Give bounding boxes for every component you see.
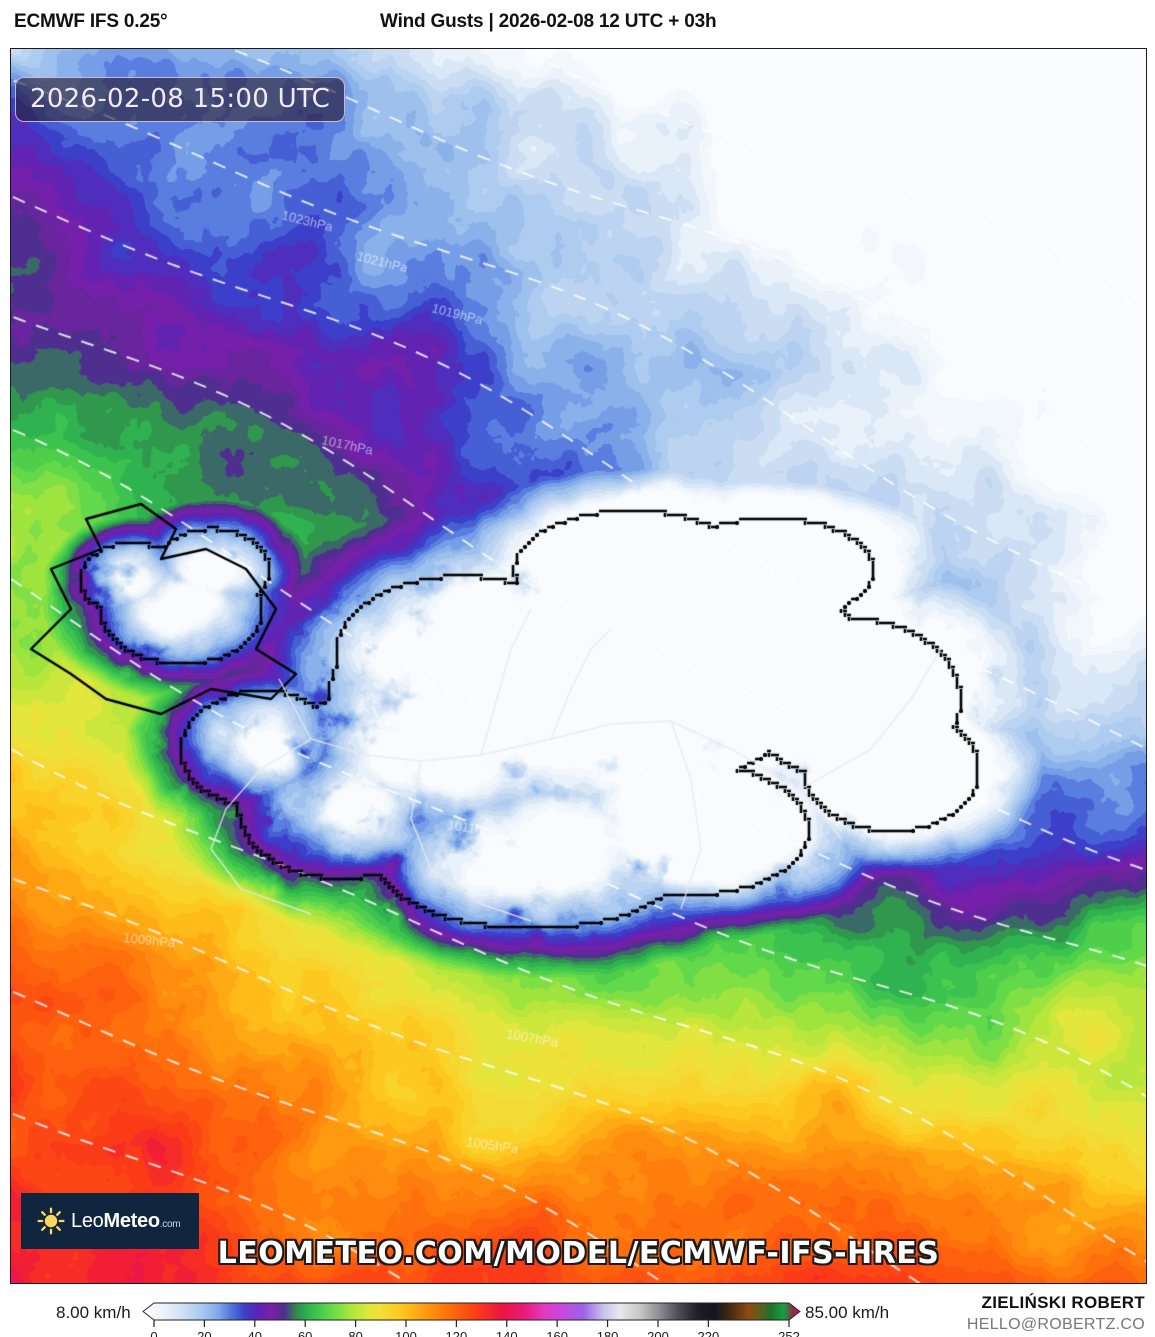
header-bar: ECMWF IFS 0.25° Wind Gusts | 2026-02-08 …: [0, 0, 1155, 46]
svg-text:0: 0: [150, 1329, 157, 1337]
logo-text-bold: Meteo: [103, 1209, 160, 1232]
svg-text:60: 60: [298, 1329, 312, 1337]
svg-text:80: 80: [348, 1329, 362, 1337]
colorbar-svg: 0 20 40 60 80 100 120 140 160 180 200 220 252: [142, 1302, 801, 1337]
colorbar-ticks: 0 20 40 60 80 100 120 140 160 180 200 220 252: [150, 1320, 800, 1337]
svg-text:160: 160: [546, 1329, 568, 1337]
colorbar-min-label: 8.00 km/h: [56, 1303, 131, 1322]
svg-text:120: 120: [446, 1329, 468, 1337]
colorbar: 8.00 km/h 85.00 km/h 0 20 40 60 80 100 120 140 1…: [0, 1290, 1155, 1337]
logo-text-suffix: .com: [159, 1218, 181, 1230]
svg-text:180: 180: [597, 1329, 619, 1337]
valid-time-badge: 2026-02-08 15:00 UTC: [15, 77, 346, 122]
svg-text:100: 100: [395, 1329, 417, 1337]
svg-text:200: 200: [647, 1329, 669, 1337]
author-name: ZIELIŃSKI ROBERT: [981, 1293, 1145, 1312]
svg-text:220: 220: [698, 1329, 720, 1337]
svg-text:252: 252: [778, 1329, 800, 1337]
wind-gust-raster: [11, 49, 1146, 1283]
svg-text:40: 40: [248, 1329, 262, 1337]
weather-map[interactable]: 2026-02-08 15:00 UTC LeoMeteo.com L: [10, 48, 1147, 1284]
sun-icon: [37, 1207, 65, 1235]
parameter-title: Wind Gusts | 2026-02-08 12 UTC + 03h: [380, 11, 717, 32]
logo-text-light: Leo: [71, 1209, 104, 1232]
site-url-watermark: LEOMETEO.COM/MODEL/ECMWF-IFS-HRES: [217, 1236, 940, 1271]
logo-text: LeoMeteo.com: [71, 1209, 181, 1233]
colorbar-max-label: 85.00 km/h: [805, 1303, 890, 1322]
svg-text:140: 140: [496, 1329, 518, 1337]
model-label: ECMWF IFS 0.25°: [14, 11, 168, 32]
leometeo-logo[interactable]: LeoMeteo.com: [21, 1193, 199, 1249]
svg-text:20: 20: [197, 1329, 211, 1337]
author-email: HELLO@ROBERTZ.CO: [966, 1316, 1145, 1333]
colorbar-gradient-bar: [142, 1302, 801, 1321]
